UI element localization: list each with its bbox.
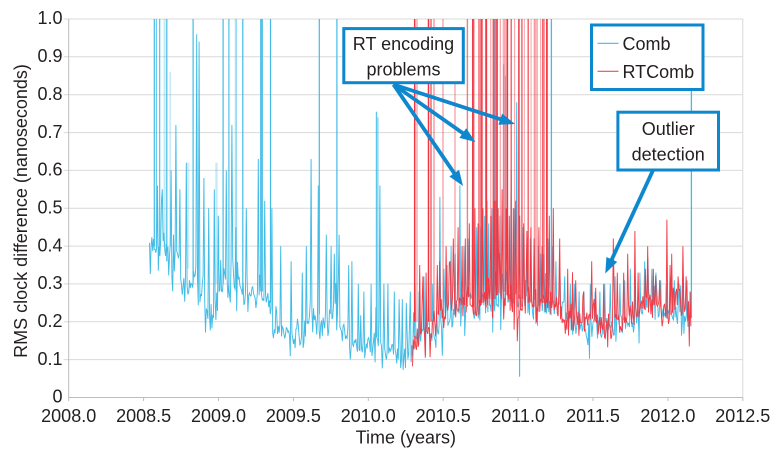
svg-text:2010.5: 2010.5 — [416, 406, 471, 426]
svg-text:1.0: 1.0 — [37, 8, 62, 28]
svg-text:0: 0 — [52, 387, 62, 407]
svg-text:2012.5: 2012.5 — [715, 406, 770, 426]
svg-text:2012.0: 2012.0 — [640, 406, 695, 426]
svg-text:2011.0: 2011.0 — [491, 406, 545, 426]
svg-text:Outlier: Outlier — [642, 119, 695, 139]
svg-text:0.2: 0.2 — [37, 311, 62, 331]
svg-text:0.7: 0.7 — [37, 122, 62, 142]
svg-text:2009.5: 2009.5 — [266, 406, 321, 426]
svg-text:problems: problems — [366, 60, 440, 80]
svg-text:2008.5: 2008.5 — [116, 406, 171, 426]
svg-text:0.8: 0.8 — [37, 84, 62, 104]
svg-text:RT encoding: RT encoding — [353, 34, 454, 54]
svg-text:2009.0: 2009.0 — [191, 406, 246, 426]
svg-text:2010.0: 2010.0 — [341, 406, 396, 426]
svg-text:0.6: 0.6 — [37, 160, 62, 180]
svg-text:0.9: 0.9 — [37, 46, 62, 66]
svg-text:0.4: 0.4 — [37, 235, 62, 255]
svg-text:2011.5: 2011.5 — [566, 406, 620, 426]
svg-text:2008.0: 2008.0 — [41, 406, 96, 426]
svg-text:0.1: 0.1 — [37, 349, 62, 369]
svg-text:0.3: 0.3 — [37, 273, 62, 293]
svg-text:Time (years): Time (years) — [356, 428, 456, 448]
svg-text:RTComb: RTComb — [623, 62, 695, 82]
svg-text:0.5: 0.5 — [37, 197, 62, 217]
svg-text:detection: detection — [632, 145, 705, 165]
svg-text:RMS clock difference (nanoseco: RMS clock difference (nanoseconds) — [11, 64, 31, 358]
svg-text:Comb: Comb — [623, 34, 671, 54]
